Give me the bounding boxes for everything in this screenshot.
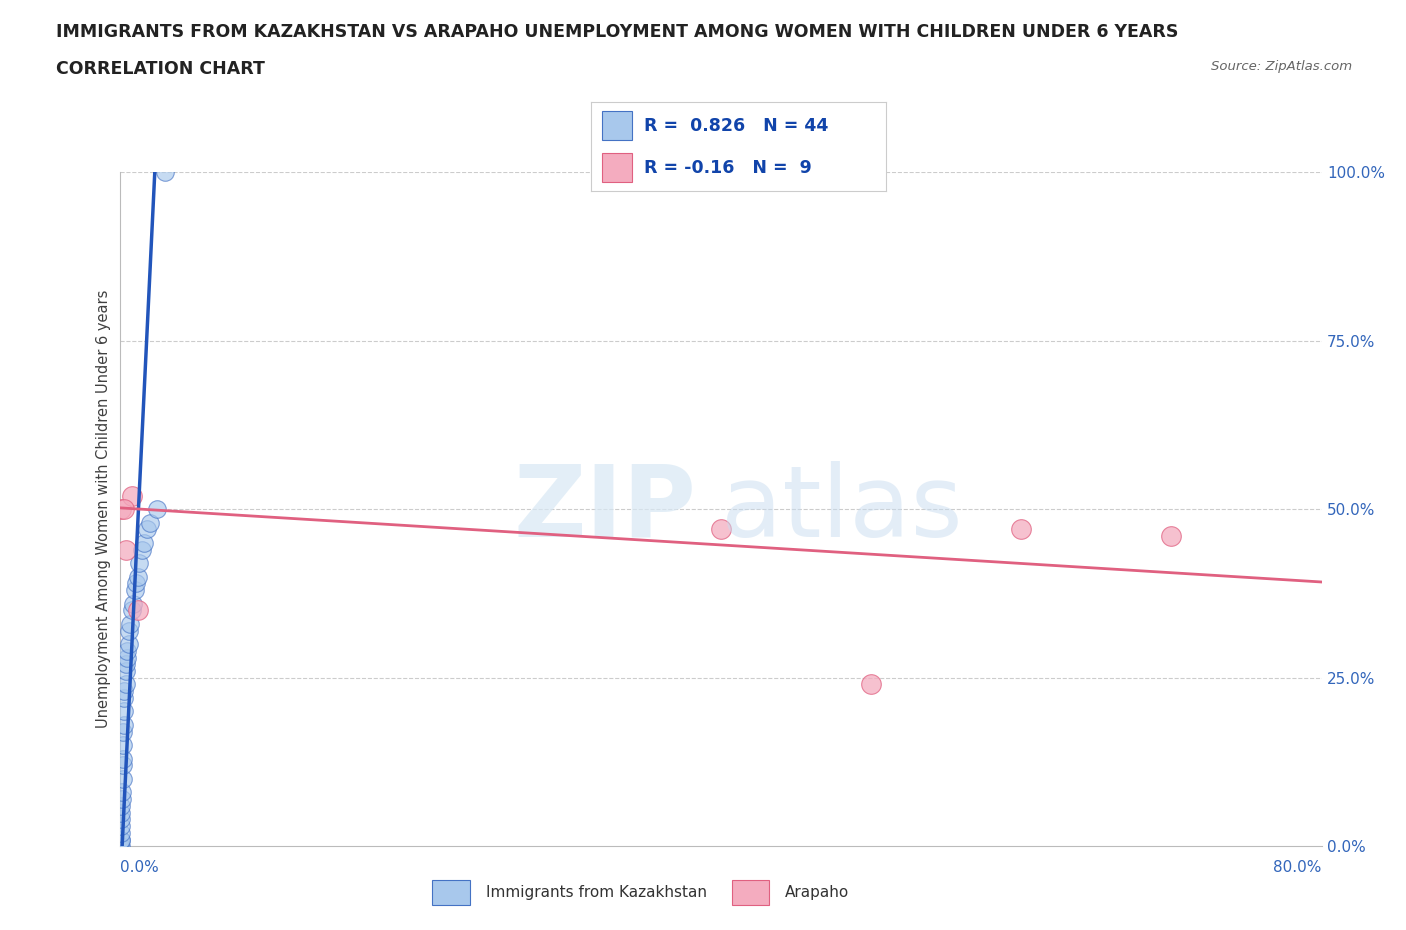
- Point: [859, 677, 882, 692]
- Point: [110, 832, 132, 847]
- Text: atlas: atlas: [720, 460, 962, 558]
- Point: [114, 664, 136, 679]
- Point: [128, 556, 150, 571]
- Point: [111, 737, 134, 752]
- Point: [111, 758, 134, 773]
- Text: R =  0.826   N = 44: R = 0.826 N = 44: [644, 117, 828, 135]
- Point: [117, 644, 139, 658]
- Point: [146, 502, 169, 517]
- Point: [1160, 528, 1182, 543]
- Point: [112, 502, 135, 517]
- Point: [112, 690, 135, 706]
- Point: [153, 165, 176, 179]
- Point: [111, 791, 134, 806]
- Point: [111, 785, 134, 800]
- Point: [110, 839, 132, 854]
- Point: [110, 839, 132, 854]
- Point: [131, 542, 153, 557]
- Point: [1010, 522, 1032, 537]
- Point: [114, 542, 136, 557]
- Bar: [731, 880, 769, 905]
- Point: [110, 812, 132, 827]
- Point: [111, 772, 134, 787]
- Point: [115, 650, 138, 665]
- Point: [125, 576, 148, 591]
- Point: [112, 724, 135, 739]
- Text: Source: ZipAtlas.com: Source: ZipAtlas.com: [1212, 60, 1353, 73]
- Point: [132, 536, 155, 551]
- Text: ZIP: ZIP: [513, 460, 696, 558]
- Point: [112, 718, 135, 733]
- Point: [111, 751, 134, 766]
- Point: [121, 488, 143, 503]
- Text: Immigrants from Kazakhstan: Immigrants from Kazakhstan: [486, 884, 707, 900]
- Point: [110, 502, 132, 517]
- Point: [108, 839, 131, 854]
- Point: [124, 582, 146, 598]
- Point: [121, 603, 143, 618]
- Text: 80.0%: 80.0%: [1274, 860, 1322, 875]
- Point: [122, 596, 145, 611]
- Point: [138, 515, 160, 530]
- Point: [108, 839, 131, 854]
- Text: CORRELATION CHART: CORRELATION CHART: [56, 60, 266, 78]
- Point: [110, 839, 132, 854]
- Point: [110, 826, 132, 841]
- Bar: [602, 112, 631, 140]
- Bar: [602, 153, 631, 182]
- Text: 0.0%: 0.0%: [120, 860, 159, 875]
- Point: [135, 522, 157, 537]
- Point: [118, 623, 141, 638]
- Y-axis label: Unemployment Among Women with Children Under 6 years: Unemployment Among Women with Children U…: [96, 290, 111, 728]
- Point: [110, 805, 132, 820]
- Text: Arapaho: Arapaho: [785, 884, 849, 900]
- Text: IMMIGRANTS FROM KAZAKHSTAN VS ARAPAHO UNEMPLOYMENT AMONG WOMEN WITH CHILDREN UND: IMMIGRANTS FROM KAZAKHSTAN VS ARAPAHO UN…: [56, 23, 1178, 41]
- Point: [127, 569, 149, 584]
- Text: R = -0.16   N =  9: R = -0.16 N = 9: [644, 159, 811, 177]
- Point: [110, 818, 132, 833]
- Point: [114, 677, 136, 692]
- Point: [110, 798, 132, 813]
- Point: [112, 704, 135, 719]
- Point: [114, 684, 136, 698]
- Point: [117, 637, 139, 652]
- Point: [709, 522, 731, 537]
- Point: [114, 657, 136, 671]
- Bar: [433, 880, 470, 905]
- Point: [127, 603, 149, 618]
- Point: [110, 832, 132, 847]
- Point: [108, 839, 131, 854]
- Point: [118, 617, 141, 631]
